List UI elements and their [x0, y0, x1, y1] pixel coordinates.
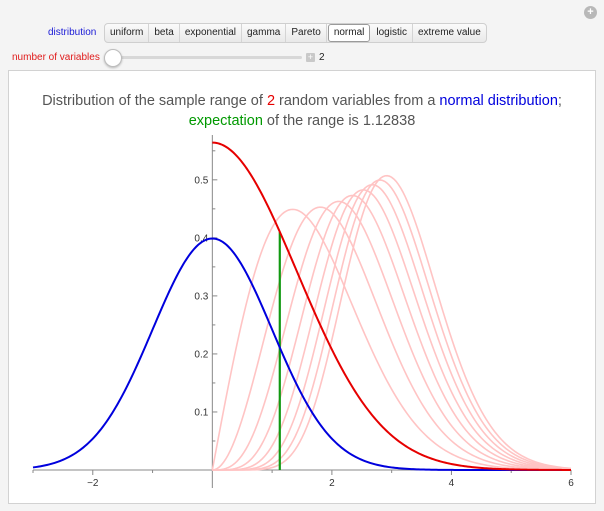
range-curve-n5 [212, 200, 572, 471]
option-logistic[interactable]: logistic [371, 24, 413, 42]
variables-slider-thumb[interactable] [104, 49, 122, 67]
range-curve-n4 [212, 206, 572, 471]
range-curve-n9 [212, 179, 572, 471]
option-normal[interactable]: normal [327, 24, 371, 42]
normal-pdf-curve [32, 237, 571, 471]
title-expectation-word: expectation [188, 113, 263, 129]
distribution-selector: uniform beta exponential gamma Pareto no… [104, 23, 487, 43]
title-text-c: ; [557, 93, 562, 109]
y-tick-label: 0.4 [194, 233, 208, 244]
option-exponential[interactable]: exponential [180, 24, 242, 42]
x-tick-label: 6 [568, 478, 574, 489]
range-pdf-curve-n2 [212, 141, 571, 471]
option-extreme-value[interactable]: extreme value [417, 27, 481, 38]
title-distribution: normal distribution [439, 93, 558, 109]
variables-row: number of variables + 2 [0, 48, 604, 68]
plus-icon[interactable]: + [584, 6, 597, 19]
x-tick-label: 2 [329, 478, 335, 489]
title-n: 2 [266, 93, 276, 109]
x-tick-label: 4 [449, 478, 455, 489]
variables-value: 2 [319, 52, 325, 63]
range-curve-n7 [212, 189, 572, 471]
y-tick-label: 0.1 [194, 407, 208, 418]
range-curve-n10 [212, 174, 572, 471]
title-text-b: random variables from a [275, 93, 440, 109]
x-tick-label: −2 [87, 478, 99, 489]
option-beta[interactable]: beta [149, 24, 180, 42]
option-pareto[interactable]: Pareto [286, 24, 327, 42]
range-curve-n3 [211, 208, 572, 471]
plot-area: −2 2 4 6 0.1 0.2 0.3 0.4 0.5 [32, 135, 574, 489]
y-tick-label: 0.5 [194, 175, 208, 186]
range-curve-n6 [212, 194, 572, 471]
variables-label: number of variables [12, 52, 100, 63]
plot-title: Distribution of the sample range of 2 ra… [9, 91, 595, 131]
title-expectation-rest: of the range is 1.12838 [262, 113, 416, 129]
y-tick-label: 0.3 [194, 291, 208, 302]
stepper-plus-icon[interactable]: + [306, 52, 315, 62]
option-uniform[interactable]: uniform [105, 24, 150, 42]
distribution-label: distribution [48, 27, 97, 38]
title-text-a: Distribution of the sample range of [42, 93, 267, 109]
option-gamma[interactable]: gamma [242, 24, 287, 42]
distribution-row: distribution uniform beta exponential ga… [0, 23, 604, 43]
plot-panel: Distribution of the sample range of 2 ra… [8, 70, 596, 504]
range-curve-n8 [212, 183, 572, 471]
y-tick-label: 0.2 [194, 349, 208, 360]
variables-slider-track[interactable] [104, 56, 302, 59]
